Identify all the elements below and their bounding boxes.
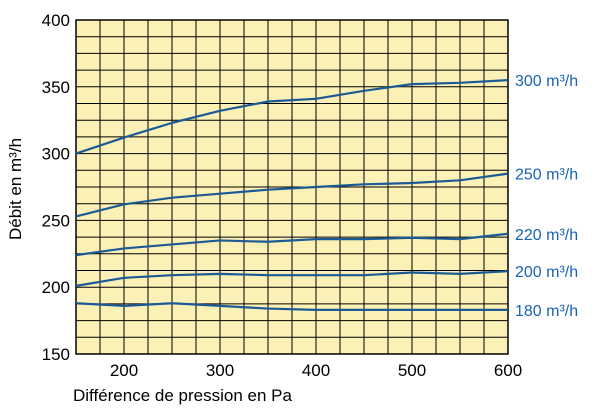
x-tick-label: 300 — [206, 361, 234, 380]
y-tick-label: 200 — [42, 278, 70, 297]
series-label: 220 m³/h — [515, 227, 578, 244]
series-line — [75, 270, 509, 287]
x-axis-title: Différence de pression en Pa — [73, 386, 292, 405]
y-tick-label: 350 — [42, 78, 70, 97]
y-axis-ticks: 150 200 250 300 350 400 — [42, 11, 70, 364]
series-line — [75, 172, 509, 218]
series-label: 250 m³/h — [515, 167, 578, 184]
y-tick-label: 300 — [42, 145, 70, 164]
plot-frame — [75, 19, 509, 355]
series-label: 300 m³/h — [515, 73, 578, 90]
y-tick-label: 150 — [42, 345, 70, 364]
series-line — [75, 79, 509, 155]
series-labels: 300 m³/h 250 m³/h 220 m³/h 200 m³/h 180 m³/h — [515, 73, 578, 320]
x-tick-label: 600 — [494, 361, 522, 380]
series-label: 180 m³/h — [515, 303, 578, 320]
series-label: 200 m³/h — [515, 264, 578, 281]
y-axis-title: Débit en m³/h — [6, 138, 25, 240]
y-tick-label: 400 — [42, 11, 70, 30]
series-line — [75, 232, 509, 257]
x-axis-ticks: 200 300 400 500 600 — [110, 361, 522, 380]
y-tick-label: 250 — [42, 211, 70, 230]
series-line — [75, 302, 508, 312]
x-tick-label: 500 — [398, 361, 426, 380]
x-tick-label: 200 — [110, 361, 138, 380]
series-lines — [75, 79, 509, 312]
x-tick-label: 400 — [302, 361, 330, 380]
